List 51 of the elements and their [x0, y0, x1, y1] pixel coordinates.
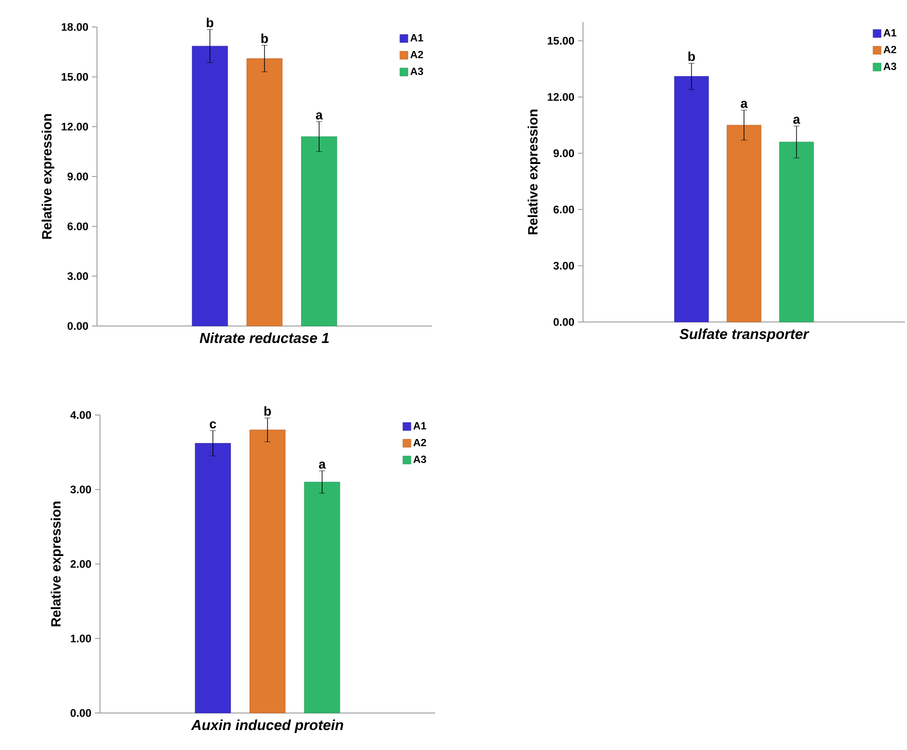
legend-label: A3 — [410, 68, 424, 76]
bar — [194, 443, 231, 714]
legend-label: A2 — [413, 438, 426, 446]
y-tick-label: 15.00 — [62, 72, 88, 81]
y-tick-label: 18.00 — [62, 23, 88, 31]
y-tick-label: 0.00 — [70, 709, 92, 717]
y-tick-label: 12.00 — [62, 122, 88, 131]
y-tick-label: 3.00 — [553, 262, 574, 270]
y-tick-label: 15.00 — [548, 36, 574, 45]
bar — [250, 430, 286, 714]
annotation: a — [318, 462, 326, 469]
y-axis-title: Relative expression — [42, 114, 54, 239]
legend-label: A2 — [410, 50, 424, 58]
annotation: b — [206, 18, 214, 28]
y-tick-label: 6.00 — [554, 206, 574, 214]
y-tick-label: 9.00 — [68, 172, 88, 180]
annotation: a — [793, 116, 800, 124]
bar — [779, 142, 814, 322]
legend-label: A3 — [884, 62, 896, 70]
legend-label: A1 — [884, 29, 896, 36]
legend-label: A3 — [413, 456, 426, 464]
y-axis-title: Relative expression — [50, 502, 64, 626]
legend-label: A1 — [410, 34, 424, 42]
bar — [301, 136, 338, 326]
y-axis-title: Relative expression — [528, 110, 540, 234]
legend-label: A1 — [413, 422, 426, 430]
y-tick-label: 0.00 — [554, 318, 574, 326]
y-tick-label: 12.00 — [548, 93, 574, 101]
y-tick-label: 4.00 — [70, 411, 92, 419]
y-tick-label: 1.00 — [70, 634, 92, 642]
bar — [246, 58, 282, 326]
x-axis-title: Nitrate reductase 1 — [200, 332, 329, 344]
x-axis-title: Sulfate transporter — [680, 328, 810, 342]
annotation: b — [264, 406, 271, 416]
legend-label: A2 — [884, 46, 896, 54]
annotation: b — [261, 34, 268, 44]
bar — [192, 46, 228, 326]
bar — [674, 76, 709, 322]
annotation: a — [740, 100, 748, 108]
bar — [304, 482, 340, 714]
y-tick-label: 2.00 — [70, 560, 92, 568]
y-tick-label: 6.00 — [68, 222, 88, 230]
annotation: b — [688, 52, 695, 62]
y-tick-label: 3.00 — [70, 486, 92, 494]
y-tick-label: 3.00 — [67, 272, 88, 280]
annotation: c — [210, 421, 216, 428]
annotation: a — [316, 112, 323, 120]
y-tick-label: 9.00 — [554, 149, 574, 158]
bar — [726, 124, 762, 322]
y-tick-label: 0.00 — [68, 322, 88, 330]
x-axis-title: Auxin induced protein — [190, 720, 344, 733]
